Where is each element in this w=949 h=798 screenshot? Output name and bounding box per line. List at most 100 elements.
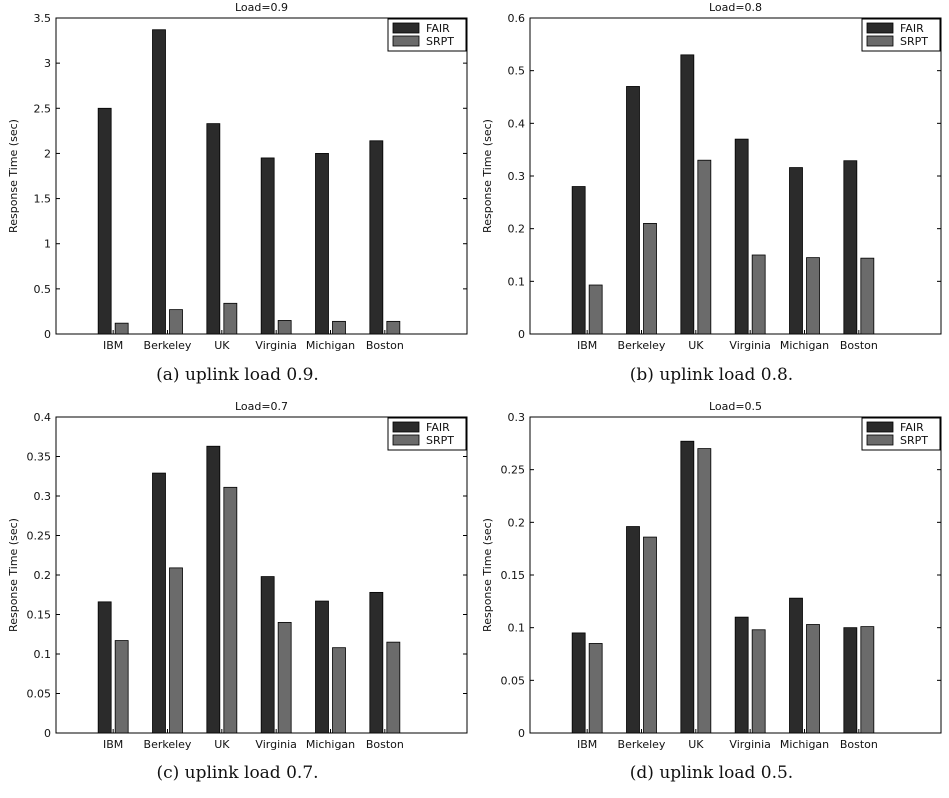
y-tick-label: 0.1 [508, 275, 526, 288]
legend-swatch-srpt [392, 35, 420, 47]
bar-srpt-michigan [806, 257, 820, 335]
y-tick-label: 0 [518, 328, 525, 341]
x-tick-label: Berkeley [144, 738, 192, 751]
y-tick-label: 3.5 [34, 12, 52, 25]
bar-fair-virginia [260, 157, 275, 335]
chart-panel-a: Load=0.9 Response Time (sec) 0 0.5 1 1.5 2 2.5 3… [0, 0, 475, 399]
x-tick-label: Boston [366, 339, 404, 352]
y-tick-label: 0.4 [34, 411, 52, 424]
bar-srpt-ibm [588, 284, 603, 335]
bar-fair-boston [843, 160, 858, 335]
caption-d: (d) uplink load 0.5. [629, 763, 794, 783]
bar-fair-ibm [571, 186, 586, 335]
bar-fair-boston [369, 140, 384, 335]
caption-c: (c) uplink load 0.7. [156, 763, 319, 783]
x-tick-label: Michigan [306, 339, 355, 352]
x-tick-label: UK [688, 339, 704, 352]
y-tick-label: 0.6 [508, 12, 526, 25]
y-axis-label: Response Time (sec) [481, 518, 494, 632]
bar-fair-berkeley [626, 86, 640, 335]
y-tick-label: 1 [44, 238, 51, 251]
chart-title: Load=0.8 [709, 1, 762, 14]
bar-fair-michigan [315, 153, 329, 335]
bar-fair-uk [680, 54, 695, 335]
x-tick-label: Boston [840, 339, 878, 352]
bar-srpt-ibm [114, 640, 129, 734]
y-tick-label: 2.5 [34, 102, 52, 115]
chart-panel-d: Load=0.5 Response Time (sec) 0 0.05 0.1 0.15 0… [474, 399, 949, 798]
y-tick-label: 0.1 [508, 622, 526, 635]
y-tick-label: 0.2 [34, 569, 52, 582]
legend-label-srpt: SRPT [900, 434, 928, 447]
bar-srpt-berkeley [169, 309, 183, 335]
bar-srpt-boston [860, 626, 875, 734]
x-tick-label: Boston [366, 738, 404, 751]
bar-srpt-uk [697, 159, 712, 335]
y-tick-label: 0 [518, 727, 525, 740]
bar-srpt-berkeley [643, 536, 657, 734]
bar-fair-virginia [734, 138, 749, 335]
y-tick-label: 0.35 [27, 451, 52, 464]
bar-srpt-virginia [751, 629, 766, 734]
x-tick-label: Virginia [255, 339, 296, 352]
bar-srpt-virginia [751, 254, 766, 335]
y-tick-label: 0.15 [27, 609, 52, 622]
x-tick-label: Berkeley [618, 738, 666, 751]
legend-swatch-fair [392, 421, 420, 433]
legend-label-fair: FAIR [426, 22, 450, 35]
bar-srpt-berkeley [643, 222, 657, 335]
chart-title: Load=0.9 [235, 1, 288, 14]
x-tick-label: Virginia [255, 738, 296, 751]
bar-srpt-uk [697, 448, 712, 734]
bar-srpt-michigan [332, 320, 346, 335]
chart-title: Load=0.7 [235, 400, 288, 413]
bar-fair-michigan [789, 167, 803, 335]
bar-fair-virginia [734, 616, 749, 734]
y-tick-label: 0.25 [27, 530, 52, 543]
x-tick-label: UK [214, 339, 230, 352]
y-tick-label: 0.15 [501, 569, 526, 582]
y-tick-label: 0.25 [501, 464, 526, 477]
x-tick-label: Michigan [306, 738, 355, 751]
bar-srpt-michigan [806, 624, 820, 734]
legend-swatch-srpt [866, 35, 894, 47]
x-tick-label: Berkeley [144, 339, 192, 352]
x-tick-label: IBM [103, 738, 123, 751]
y-axis-label: Response Time (sec) [481, 119, 494, 233]
y-tick-label: 0.4 [508, 117, 526, 130]
y-tick-label: 0.1 [34, 648, 52, 661]
bar-fair-ibm [571, 632, 586, 734]
x-tick-label: IBM [103, 339, 123, 352]
bar-fair-uk [206, 123, 221, 335]
legend-swatch-fair [866, 22, 894, 34]
bar-fair-berkeley [152, 29, 166, 335]
bar-fair-michigan [315, 600, 329, 734]
x-tick-label: Berkeley [618, 339, 666, 352]
x-tick-label: UK [688, 738, 704, 751]
x-tick-label: Michigan [780, 738, 829, 751]
y-tick-label: 2 [44, 147, 51, 160]
chart-panel-b: Load=0.8 Response Time (sec) 0 0.1 0.2 0.3 0.4… [474, 0, 949, 399]
bar-fair-ibm [97, 601, 112, 734]
bar-srpt-boston [386, 641, 401, 734]
bar-srpt-uk [223, 486, 238, 734]
legend-swatch-fair [866, 421, 894, 433]
y-tick-label: 0.2 [508, 223, 526, 236]
y-tick-label: 0.5 [508, 65, 526, 78]
y-tick-label: 0.05 [27, 688, 52, 701]
y-tick-label: 0.2 [508, 516, 526, 529]
chart-d: Load=0.5 Response Time (sec) 0 0.05 0.1 0.15 0… [481, 400, 942, 751]
bar-fair-uk [680, 440, 695, 734]
legend-swatch-srpt [866, 434, 894, 446]
bar-fair-uk [206, 445, 221, 734]
x-tick-label: Boston [840, 738, 878, 751]
legend-swatch-fair [392, 22, 420, 34]
y-tick-label: 0.3 [508, 411, 526, 424]
x-tick-label: IBM [577, 339, 597, 352]
bar-srpt-ibm [588, 643, 603, 734]
y-tick-label: 0 [44, 328, 51, 341]
bar-srpt-boston [860, 257, 875, 335]
chart-a: Load=0.9 Response Time (sec) 0 0.5 1 1.5 2 2.5 3… [7, 1, 468, 352]
y-tick-label: 0.3 [34, 490, 52, 503]
caption-b: (b) uplink load 0.8. [629, 365, 794, 385]
